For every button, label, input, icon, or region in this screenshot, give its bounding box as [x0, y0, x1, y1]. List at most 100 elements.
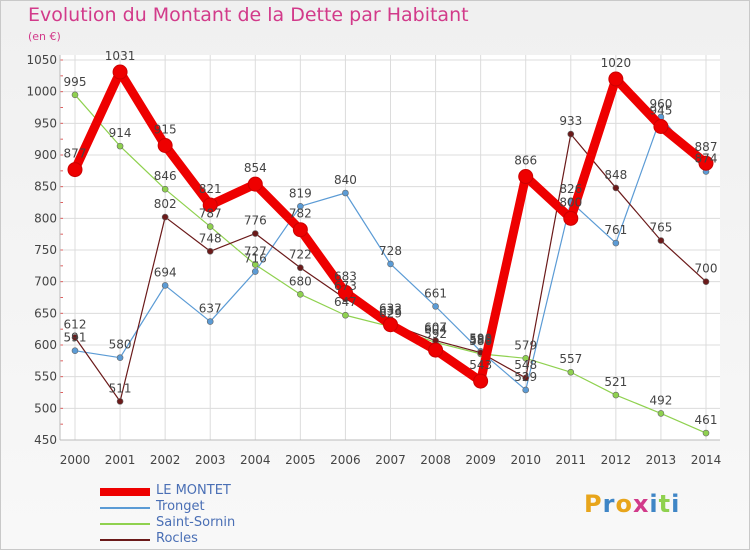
data-label-rocles: 748	[199, 231, 222, 245]
data-point-le-montet	[608, 71, 624, 87]
data-point-tronget	[297, 203, 304, 210]
data-point-tronget	[116, 354, 124, 361]
data-point-le-montet	[247, 176, 263, 192]
data-point-le-montet	[202, 197, 218, 213]
data-point-saint-sornin	[206, 223, 214, 230]
data-label-le-montet: 592	[424, 327, 447, 341]
data-label-rocles: 612	[64, 317, 87, 331]
data-label-rocles: 776	[244, 214, 267, 228]
data-label-saint-sornin: 995	[64, 75, 87, 89]
data-point-le-montet	[67, 162, 83, 178]
data-label-tronget: 694	[154, 265, 177, 279]
data-point-le-montet	[112, 64, 128, 80]
data-label-le-montet: 866	[514, 154, 537, 168]
data-point-tronget	[251, 268, 259, 275]
x-tick-label: 2010	[510, 453, 541, 467]
data-point-rocles	[116, 398, 124, 405]
x-tick-label: 2013	[646, 453, 677, 467]
data-point-rocles	[567, 130, 575, 138]
data-label-saint-sornin: 579	[514, 338, 537, 352]
data-point-tronget	[71, 347, 79, 355]
data-label-tronget: 728	[379, 244, 402, 258]
data-label-le-montet: 887	[695, 140, 718, 154]
data-point-le-montet	[563, 210, 579, 226]
data-label-tronget: 529	[514, 370, 537, 384]
data-point-saint-sornin	[342, 311, 349, 319]
proxiti-logo[interactable]: Proxiti	[584, 490, 680, 518]
data-label-saint-sornin: 461	[695, 413, 718, 427]
data-label-saint-sornin: 557	[559, 352, 582, 366]
chart-subtitle: (en €)	[28, 30, 61, 43]
data-point-rocles	[522, 374, 530, 382]
data-point-saint-sornin	[522, 354, 530, 362]
x-tick-label: 2000	[60, 453, 91, 467]
data-label-rocles: 722	[289, 248, 312, 262]
data-point-rocles	[206, 247, 214, 255]
legend-label: LE MONTET	[156, 483, 231, 498]
data-point-le-montet	[157, 138, 173, 153]
data-point-rocles	[71, 334, 79, 341]
data-point-tronget	[342, 189, 349, 197]
data-label-rocles: 933	[559, 114, 582, 128]
data-point-tronget	[161, 282, 169, 289]
data-label-tronget: 761	[604, 223, 627, 237]
data-label-le-montet: 945	[649, 104, 672, 118]
chart-title: Evolution du Montant de la Dette par Hab…	[28, 4, 469, 26]
data-label-le-montet: 782	[289, 207, 312, 221]
data-label-le-montet: 543	[469, 358, 492, 372]
data-point-tronget	[612, 239, 620, 247]
y-tick-label: 750	[34, 243, 57, 257]
y-tick-label: 1000	[26, 85, 57, 99]
data-point-rocles	[251, 230, 259, 237]
legend-swatch-rocles	[100, 539, 150, 541]
y-tick-label: 650	[34, 306, 57, 320]
x-tick-label: 2004	[240, 453, 271, 467]
data-point-tronget	[522, 386, 530, 394]
logo-letter: t	[658, 490, 672, 518]
y-tick-label: 850	[34, 180, 57, 194]
legend-label: Rocles	[156, 531, 198, 546]
data-point-saint-sornin	[297, 291, 304, 298]
data-label-saint-sornin: 586	[469, 334, 492, 348]
data-label-le-montet: 821	[199, 182, 222, 196]
data-point-le-montet	[383, 317, 398, 333]
y-tick-label: 800	[34, 211, 57, 225]
data-label-tronget: 590	[469, 331, 492, 345]
y-tick-label: 600	[34, 338, 57, 352]
data-label-saint-sornin: 846	[154, 169, 177, 183]
data-label-saint-sornin: 680	[289, 274, 312, 288]
data-label-saint-sornin: 629	[379, 307, 402, 321]
logo-letter: x	[632, 490, 650, 518]
data-label-rocles: 607	[424, 321, 447, 335]
data-label-le-montet: 915	[154, 123, 177, 137]
data-label-rocles: 633	[379, 304, 402, 318]
y-tick-label: 900	[34, 148, 57, 162]
logo-letter: P	[584, 490, 603, 518]
y-tick-label: 700	[34, 275, 57, 289]
x-tick-label: 2007	[375, 453, 406, 467]
data-label-saint-sornin: 914	[109, 126, 132, 140]
x-tick-label: 2006	[330, 453, 361, 467]
y-tick-label: 500	[34, 401, 57, 415]
data-label-saint-sornin: 727	[244, 245, 267, 259]
data-label-rocles: 765	[649, 221, 672, 235]
data-label-rocles: 511	[109, 381, 132, 395]
data-label-tronget: 661	[424, 286, 447, 300]
data-label-tronget: 819	[289, 186, 312, 200]
data-label-saint-sornin: 492	[649, 393, 672, 407]
logo-letter: o	[615, 490, 633, 518]
data-label-tronget: 960	[649, 97, 672, 111]
data-label-rocles: 802	[154, 197, 177, 211]
data-label-saint-sornin: 521	[604, 375, 627, 389]
data-point-le-montet	[653, 119, 669, 134]
data-label-tronget: 580	[109, 338, 132, 352]
data-point-saint-sornin	[567, 368, 575, 376]
data-label-saint-sornin: 647	[334, 295, 357, 309]
y-tick-label: 450	[34, 433, 57, 447]
x-tick-label: 2009	[465, 453, 496, 467]
data-point-rocles	[161, 213, 169, 221]
data-label-tronget: 826	[559, 182, 582, 196]
data-label-tronget: 637	[199, 302, 222, 316]
data-label-rocles: 588	[469, 333, 492, 347]
data-label-tronget: 591	[64, 331, 87, 345]
